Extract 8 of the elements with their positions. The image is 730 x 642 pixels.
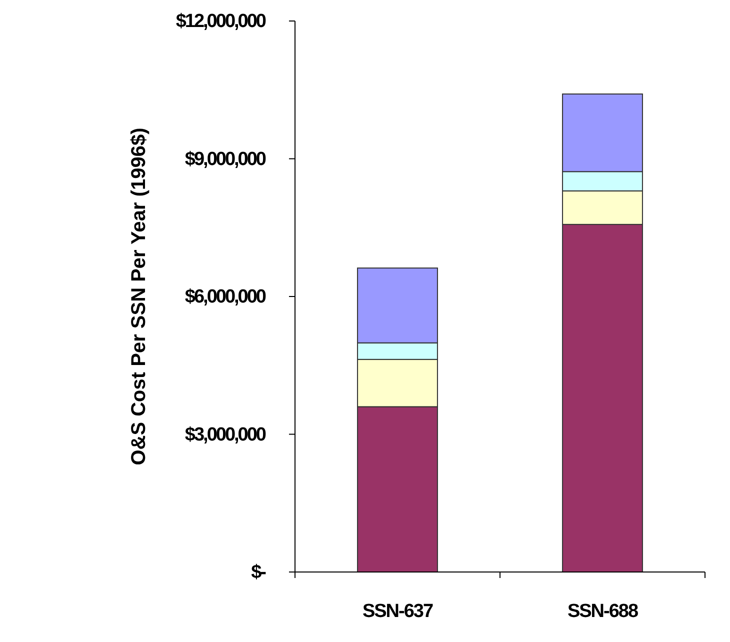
y-tick-label: $- (251, 562, 266, 584)
y-tick-label: $6,000,000 (184, 286, 266, 308)
y-axis-title: O&S Cost Per SSN Per Year (1996$) (128, 128, 150, 466)
y-tick-label: $12,000,000 (176, 11, 266, 32)
y-tick-label: $3,000,000 (184, 424, 266, 446)
y-tick-label: $9,000,000 (184, 148, 266, 170)
x-tick-label: SSN-688 (567, 600, 638, 622)
x-tick-label: SSN-637 (362, 600, 433, 622)
